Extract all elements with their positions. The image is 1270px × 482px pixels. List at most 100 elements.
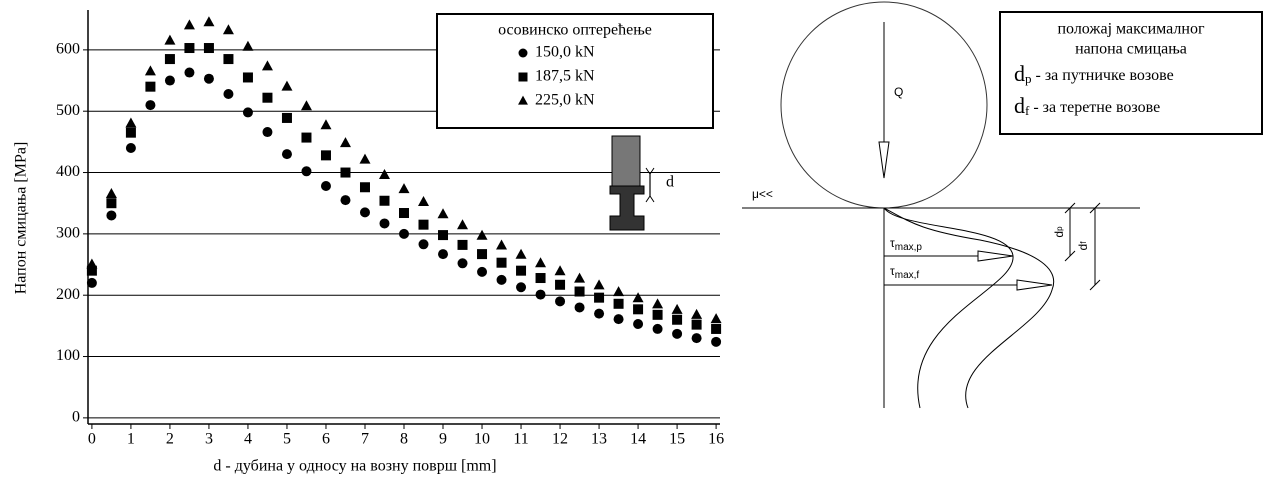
marker [535, 257, 547, 268]
diagram [742, 1, 1263, 409]
marker [555, 296, 566, 307]
dim-p-label: dp [1052, 226, 1066, 238]
marker [223, 54, 234, 65]
legend-title: осовинско оптерећење [498, 22, 652, 39]
marker [518, 48, 528, 58]
box-line-p: dp - за путничке возове [1014, 61, 1174, 86]
box-p-sub: p [1025, 71, 1032, 86]
marker [574, 302, 585, 313]
marker [613, 298, 624, 309]
x-tick-label: 3 [205, 431, 213, 448]
rail-icon [609, 135, 655, 231]
marker [184, 67, 195, 78]
load-label: Q [894, 85, 903, 99]
dim-f-sub: f [1079, 241, 1088, 244]
marker [437, 208, 449, 219]
marker [418, 195, 430, 206]
marker [438, 230, 449, 241]
marker [144, 65, 156, 76]
marker [164, 75, 175, 86]
marker [379, 195, 390, 206]
marker [242, 72, 253, 83]
marker [477, 249, 488, 260]
marker [555, 279, 566, 290]
y-tick-label: 600 [56, 41, 80, 58]
y-tick-label: 400 [56, 163, 80, 180]
x-tick-label: 12 [552, 431, 568, 448]
legend-label: 187,5 kN [535, 68, 595, 85]
marker [184, 43, 195, 54]
marker [359, 153, 371, 164]
marker [86, 258, 98, 269]
marker [379, 218, 390, 229]
x-tick-label: 5 [283, 431, 291, 448]
marker [515, 248, 527, 259]
x-tick-label: 9 [439, 431, 447, 448]
marker [691, 308, 703, 319]
marker [457, 258, 468, 269]
marker [633, 304, 644, 315]
marker [320, 181, 331, 192]
marker [125, 117, 137, 128]
marker [340, 195, 351, 206]
x-tick-label: 7 [361, 431, 369, 448]
marker [457, 219, 469, 230]
x-tick-label: 10 [474, 431, 490, 448]
marker [672, 328, 683, 339]
marker [457, 239, 468, 250]
marker [223, 89, 234, 100]
rail-annotation: d [666, 174, 674, 191]
load-arrowhead [878, 141, 890, 179]
tau-f-arrowhead [1016, 279, 1053, 291]
marker [535, 273, 546, 284]
marker [242, 40, 254, 51]
tau-p-sub: max,p [895, 242, 923, 253]
tau-f-sub: max,f [895, 270, 920, 281]
x-tick-label: 11 [513, 431, 528, 448]
x-tick-label: 8 [400, 431, 408, 448]
x-tick-label: 1 [127, 431, 135, 448]
y-tick-label: 500 [56, 102, 80, 119]
marker [613, 314, 624, 325]
friction-label: μ<< [752, 187, 773, 201]
marker [652, 309, 663, 320]
marker [203, 73, 214, 84]
marker [593, 279, 605, 290]
marker [516, 265, 527, 276]
dim-ticks [1064, 202, 1101, 291]
marker [125, 127, 136, 138]
y-tick-label: 200 [56, 286, 80, 303]
x-tick-label: 6 [322, 431, 330, 448]
tau-p-label: τmax,p [890, 236, 922, 252]
marker [516, 282, 527, 293]
y-axis-label: Напон смицања [MPa] [13, 142, 30, 295]
marker [301, 132, 312, 143]
marker [711, 336, 722, 347]
marker [574, 286, 585, 297]
marker [477, 266, 488, 277]
x-tick-label: 15 [669, 431, 685, 448]
marker [164, 54, 175, 65]
marker [86, 265, 97, 276]
marker [691, 333, 702, 344]
marker [594, 292, 605, 303]
marker [262, 127, 273, 138]
marker [438, 249, 449, 260]
box-title-2: напона смицања [1075, 41, 1187, 58]
legend-box [436, 13, 714, 129]
marker [301, 166, 312, 177]
tau-f-symbol: τ [890, 264, 895, 278]
marker [633, 319, 644, 330]
y-tick-label: 300 [56, 225, 80, 242]
marker [320, 150, 331, 161]
marker [281, 112, 292, 123]
marker [300, 100, 312, 111]
marker [359, 207, 370, 218]
curve-f [883, 207, 1055, 409]
tau-p-symbol: τ [890, 236, 895, 250]
marker [418, 219, 429, 230]
marker [203, 16, 215, 27]
marker [145, 100, 156, 111]
marker [242, 107, 253, 118]
